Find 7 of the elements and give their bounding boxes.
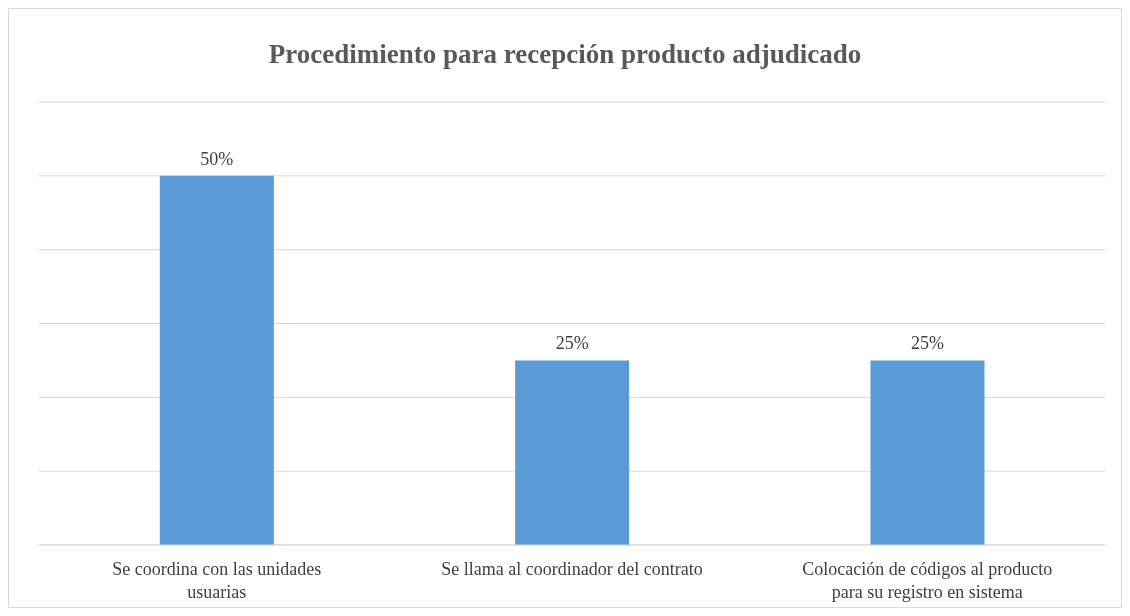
x-tick-label: Se coordina con las unidades usuarias bbox=[112, 559, 322, 602]
x-tick-label: Colocación de códigos al producto para su registro en sistema bbox=[802, 559, 1053, 602]
x-tick-label: Se llama al coordinador del contrato bbox=[441, 559, 703, 579]
data-label: 50% bbox=[200, 148, 234, 169]
data-label: 25% bbox=[555, 333, 589, 354]
data-label: 25% bbox=[910, 333, 944, 354]
chart-title: Procedimiento para recepción producto adjudicado bbox=[267, 39, 863, 70]
